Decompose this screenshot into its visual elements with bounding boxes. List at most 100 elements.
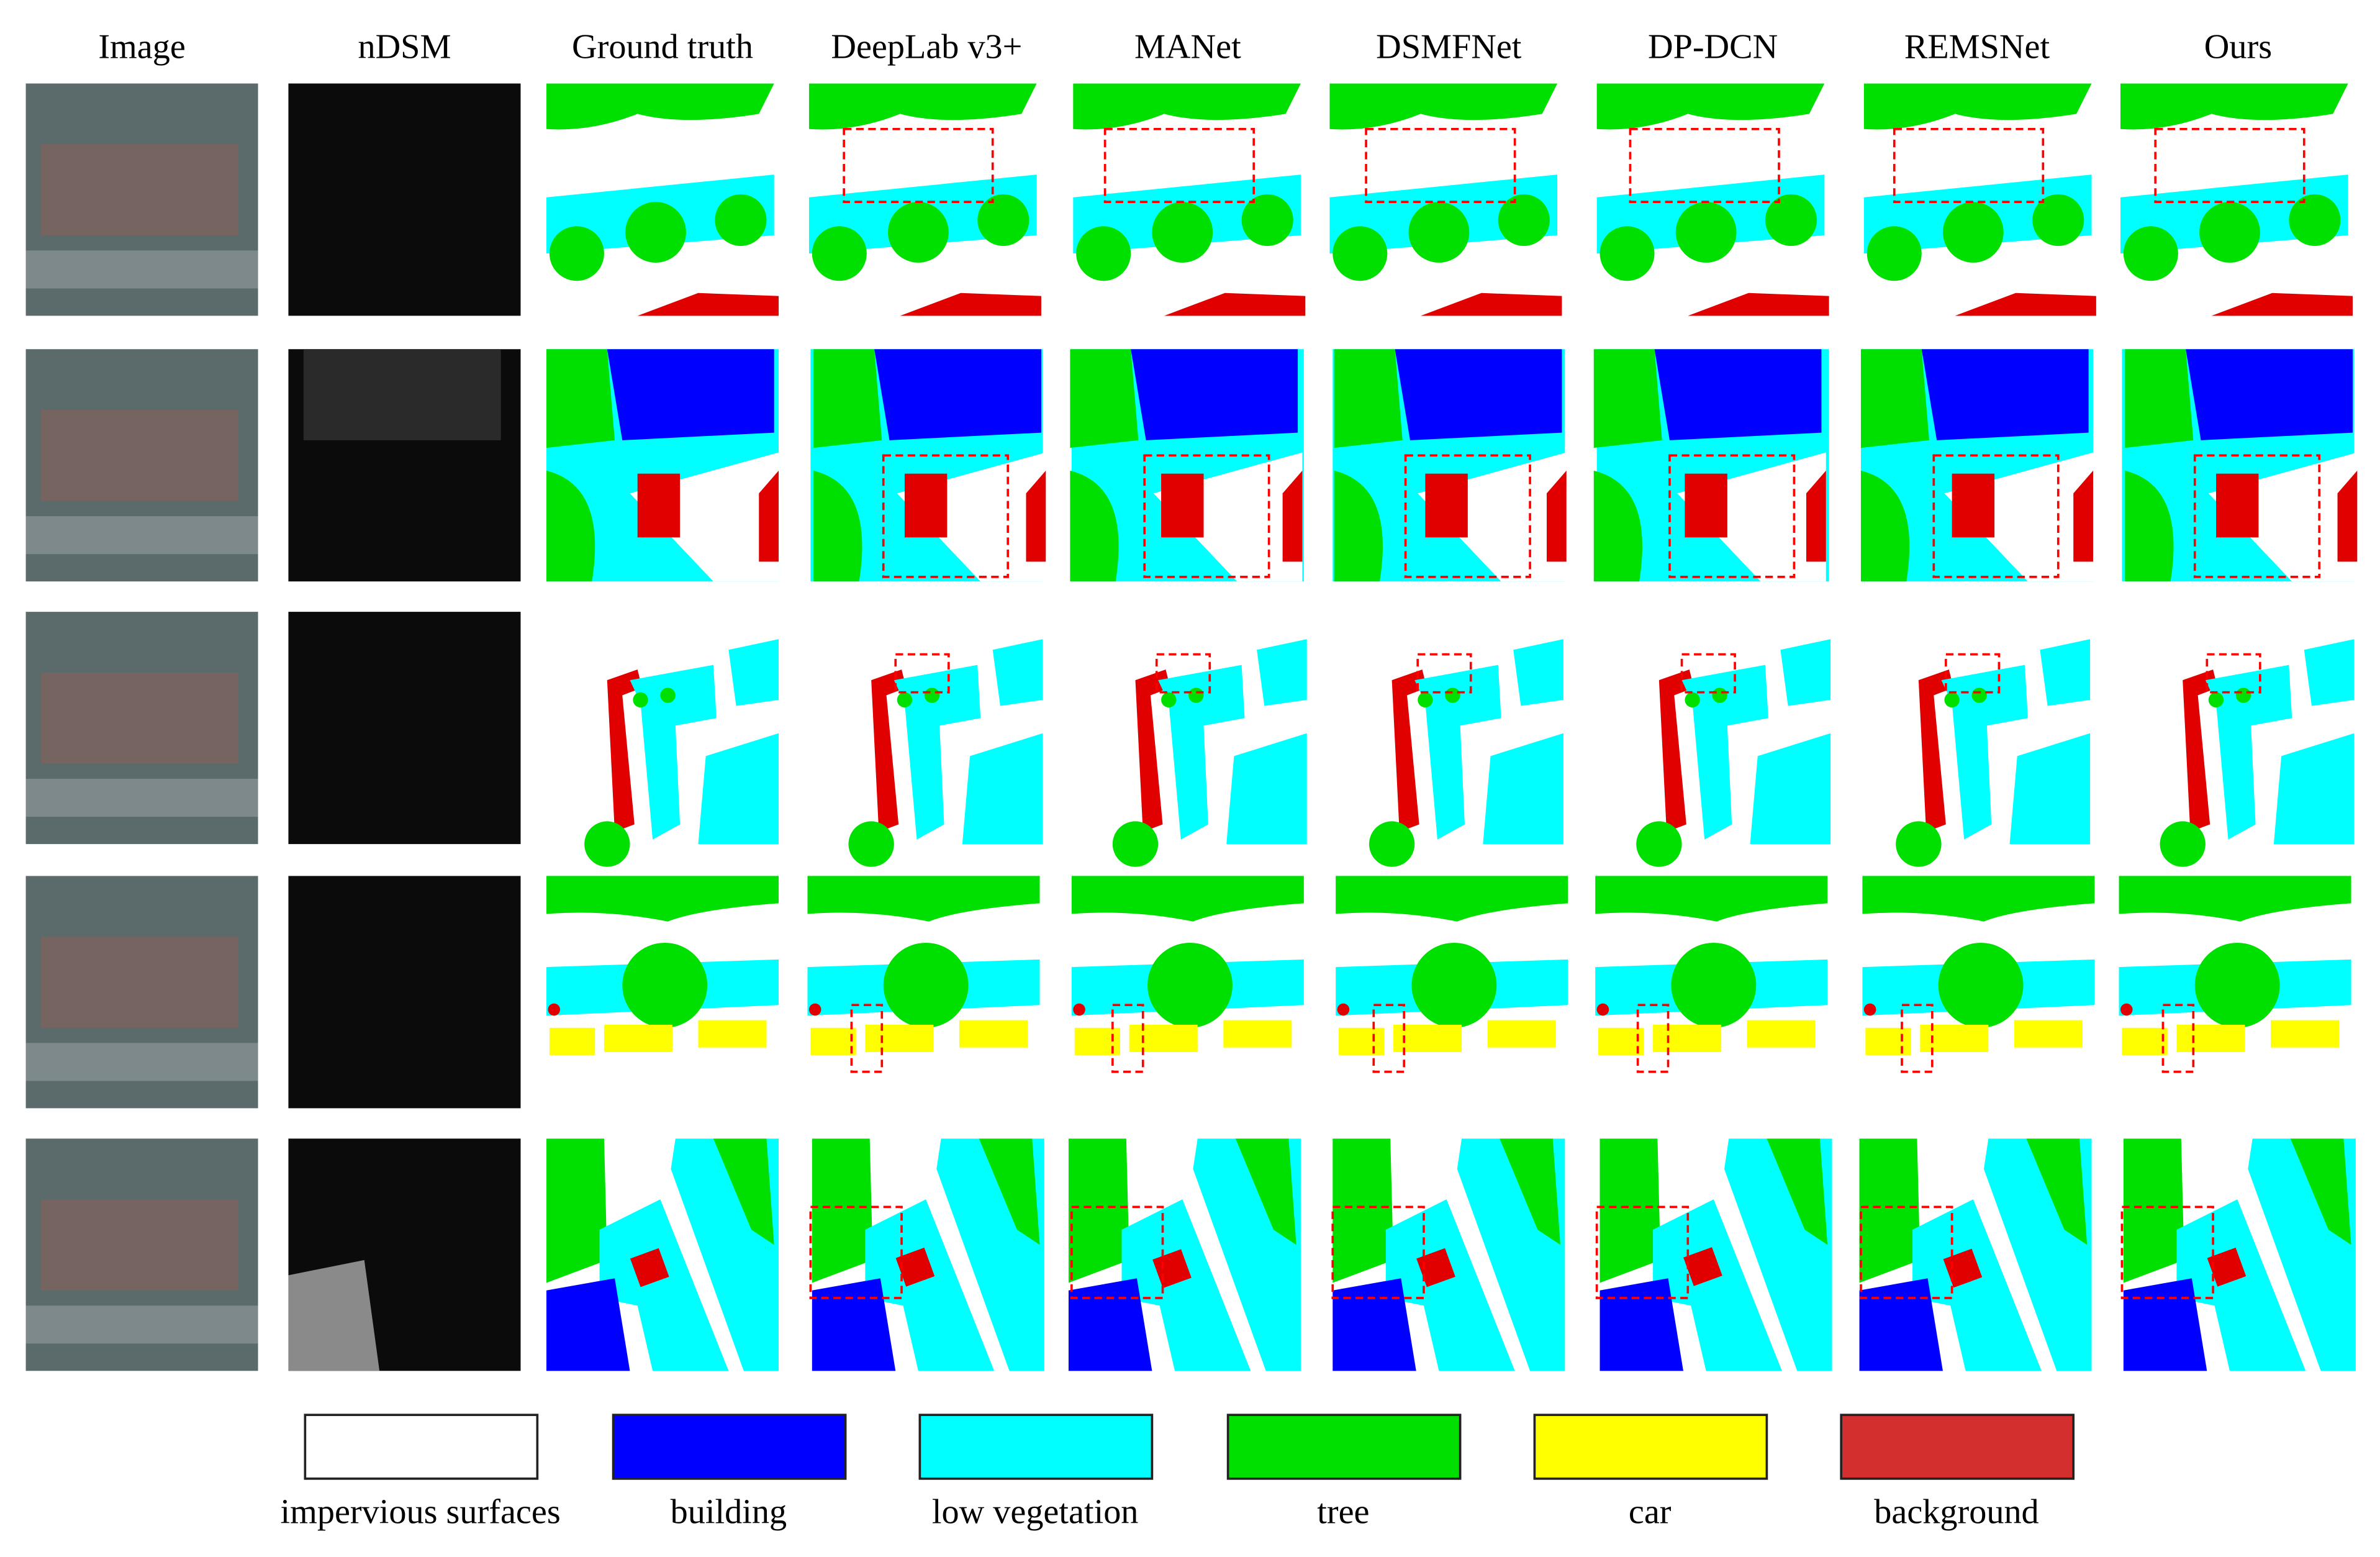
highlight-box [1629,127,1780,203]
segment [977,194,1029,246]
highlight-box [809,1205,903,1299]
legend-label: low vegetation [932,1492,1139,1531]
segment [2123,1278,2207,1371]
segment [1546,470,1567,562]
highlight-box [850,1004,884,1073]
segment [1653,1199,1782,1371]
cell [1071,876,1304,1109]
cell [2119,876,2355,1109]
segment [959,1020,1028,1048]
cell [1333,876,1568,1109]
segment [2194,942,2280,1028]
cell [25,876,258,1109]
highlight-box [1860,1205,1953,1299]
segment [2273,733,2355,845]
cell [2120,1138,2356,1371]
aerial-texture [25,1043,258,1081]
highlight-box [1070,1205,1164,1299]
segment [1282,470,1303,562]
column-header: nDSM [358,28,451,66]
cell [288,612,521,845]
cell [1068,1138,1304,1371]
segment [2125,349,2194,448]
segment [1944,692,1960,708]
legend-swatch [612,1414,847,1480]
segment [1599,1278,1683,1371]
cell [25,349,258,582]
cell [808,83,1043,316]
segment [2199,202,2260,263]
segment [637,293,779,316]
segment [812,1138,873,1283]
segment [1681,665,1768,840]
aerial-texture [25,778,258,817]
segment [1942,202,2004,263]
aerial-texture [25,516,258,555]
segment [2120,83,2348,130]
segment [1859,1138,1921,1283]
legend-label: impervious surfaces [281,1492,561,1531]
segment [2040,639,2091,706]
highlight-box [1143,454,1270,578]
highlight-box [1893,127,2045,203]
segment [962,733,1043,845]
segment [2208,692,2224,708]
segment [1333,226,1388,281]
segment [1683,1247,1722,1286]
segment [1860,470,1910,582]
segment [2337,470,2358,562]
segment [1912,1199,2042,1371]
segment [2215,473,2259,538]
segment [1685,692,1700,708]
ndsm-image [288,876,521,1109]
segment [2032,194,2084,246]
segment [897,692,913,708]
cell [546,876,779,1109]
highlight-box [843,127,994,203]
segment [1599,226,1655,281]
segment [1235,1138,1296,1245]
segment [1654,349,1822,440]
segment [546,470,595,582]
cell [1593,349,1829,582]
segment [1918,669,1954,832]
cell [1333,349,1567,582]
highlight-box [1595,1205,1690,1299]
segment [1747,1020,1816,1048]
segment [1161,692,1177,708]
aerial-texture [41,672,238,764]
legend-swatch [918,1414,1154,1480]
segment [1712,688,1727,703]
segment [812,1278,896,1371]
segment [1671,942,1757,1028]
segment [895,1247,935,1287]
segment [2235,688,2251,703]
segment [1333,1138,1394,1283]
segment [1129,1024,1198,1052]
segment [1806,470,1826,562]
cell [546,83,779,316]
segment [813,470,862,582]
segment [924,688,940,703]
segment [865,1199,995,1371]
segment [1161,473,1204,538]
highlight-box [2193,454,2321,578]
segment [871,669,907,832]
highlight-box [1331,1205,1425,1299]
segment [715,194,767,246]
segment [1513,639,1563,706]
segment [1334,470,1383,582]
aerial-texture [41,144,238,235]
segment [894,665,981,840]
legend-swatch [1533,1414,1768,1480]
segment [1147,942,1233,1028]
segment [1112,821,1159,867]
segment [1658,669,1695,832]
cell [1071,612,1307,867]
cell [288,349,521,582]
highlight-box [1901,1004,1934,1073]
cell [810,349,1046,582]
cell [25,1138,258,1371]
segment [2120,1003,2133,1016]
